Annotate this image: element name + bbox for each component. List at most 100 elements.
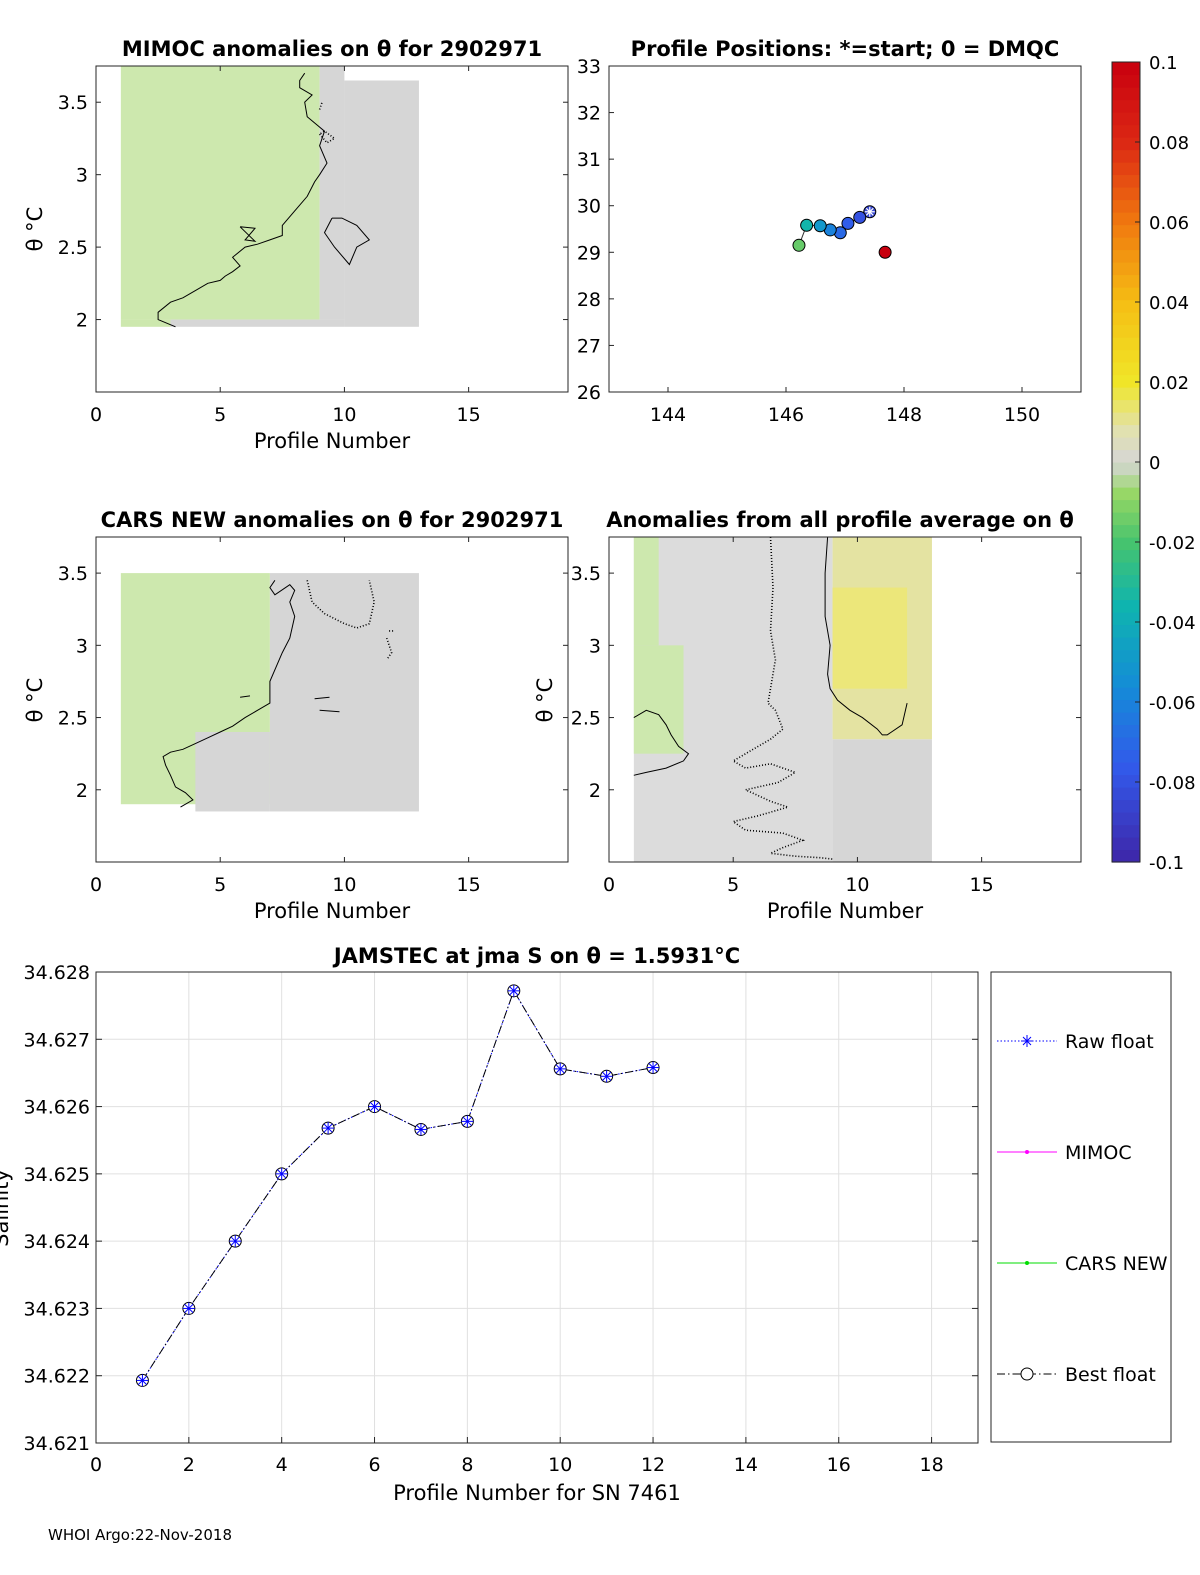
colorbar-tick-label: -0.04 bbox=[1149, 613, 1196, 634]
colorbar-strip bbox=[1112, 487, 1140, 501]
mimoc-heatmap bbox=[120, 66, 419, 327]
colorbar-strip bbox=[1112, 449, 1140, 463]
colorbar-strip bbox=[1112, 387, 1140, 401]
cars-x-ticks: 0 5 10 15 bbox=[90, 537, 481, 896]
position-point-2 bbox=[841, 216, 855, 230]
cars-xtick-label: 0 bbox=[90, 874, 102, 896]
positions-x-ticks: 144 146 148 150 bbox=[650, 387, 1040, 426]
colorbar-strip bbox=[1112, 662, 1140, 676]
jamstec-grid bbox=[95, 971, 978, 1444]
position-point-1 bbox=[853, 210, 867, 224]
legend-raw-label: Raw float bbox=[1065, 1031, 1154, 1053]
colorbar-strip bbox=[1112, 499, 1140, 513]
raw-float-point-2 bbox=[182, 1302, 195, 1315]
all-ytick-label: 3 bbox=[589, 635, 601, 657]
colorbar-strip bbox=[1112, 824, 1140, 838]
position-point-6 bbox=[800, 218, 814, 232]
colorbar-strip bbox=[1112, 324, 1140, 338]
colorbar-strip bbox=[1112, 674, 1140, 688]
footer-credit: WHOI Argo:22-Nov-2018 bbox=[48, 1526, 232, 1544]
positions-xtick-label: 144 bbox=[650, 404, 686, 426]
raw-float-point-7 bbox=[414, 1123, 427, 1136]
positions-ytick-label: 30 bbox=[577, 196, 601, 218]
mimoc-cell-region-3 bbox=[344, 80, 419, 327]
colorbar-strip bbox=[1112, 574, 1140, 588]
jamstec-ytick-label: 34.628 bbox=[24, 962, 90, 984]
mimoc-ylabel: θ °C bbox=[23, 207, 47, 252]
all-xtick-label: 0 bbox=[603, 874, 615, 896]
cars-panel: CARS NEW anomalies on θ for 2902971 0 5 10… bbox=[23, 508, 569, 923]
raw-float-point-3 bbox=[229, 1235, 242, 1248]
legend-best-marker bbox=[1020, 1367, 1034, 1381]
raw-float-point-8 bbox=[461, 1115, 474, 1128]
all-ytick-label: 3.5 bbox=[571, 563, 601, 585]
positions-ytick-label: 33 bbox=[577, 56, 601, 78]
jamstec-y-ticks: 34.621 34.622 34.623 34.624 34.625 34.626 34.6… bbox=[24, 962, 978, 1455]
cars-contours bbox=[162, 580, 395, 808]
all-contour-2 bbox=[731, 537, 833, 860]
all-ytick-label: 2.5 bbox=[571, 708, 601, 730]
colorbar-strip bbox=[1112, 712, 1140, 726]
raw-float-point-12 bbox=[647, 1061, 660, 1074]
mimoc-ytick-label: 3.5 bbox=[58, 92, 88, 114]
colorbar-tick-label: -0.08 bbox=[1149, 773, 1196, 794]
colorbar-strip bbox=[1112, 649, 1140, 663]
colorbar-strip bbox=[1112, 812, 1140, 826]
all-profile-title: Anomalies from all profile average on θ bbox=[606, 508, 1074, 532]
mimoc-contour-4 bbox=[318, 101, 323, 110]
position-point-8 bbox=[878, 245, 892, 259]
legend-cars-marker bbox=[1025, 1261, 1029, 1265]
cars-contour-3 bbox=[319, 709, 340, 713]
cars-axes-box bbox=[95, 536, 569, 863]
jamstec-ytick-label: 34.624 bbox=[24, 1231, 90, 1253]
raw-float-point-6 bbox=[368, 1100, 381, 1113]
colorbar-strip bbox=[1112, 462, 1140, 476]
positions-ytick-label: 26 bbox=[577, 382, 601, 404]
positions-axes-box bbox=[608, 65, 1082, 393]
colorbar-strip bbox=[1112, 587, 1140, 601]
all-profile-xlabel: Profile Number bbox=[767, 899, 924, 923]
raw-float-point-5 bbox=[322, 1122, 335, 1135]
cars-contour-4 bbox=[240, 695, 251, 698]
series-raw-float-line bbox=[141, 989, 654, 1381]
colorbar-tick-label: 0.04 bbox=[1149, 293, 1189, 314]
positions-ytick-label: 31 bbox=[577, 149, 601, 171]
jamstec-ylabel: Salinity bbox=[0, 1169, 13, 1247]
mimoc-x-ticks: 0 5 10 15 bbox=[90, 66, 481, 426]
colorbar-strip bbox=[1112, 612, 1140, 626]
mimoc-y-ticks: 2 2.5 3 3.5 bbox=[58, 92, 568, 332]
colorbar-strip bbox=[1112, 362, 1140, 376]
colorbar-strip bbox=[1112, 624, 1140, 638]
mimoc-cell-region-0 bbox=[120, 66, 320, 320]
jamstec-ytick-label: 34.626 bbox=[24, 1097, 90, 1119]
colorbar-strip bbox=[1112, 249, 1140, 263]
all-profile-y-ticks: 2 2.5 3 3.5 bbox=[571, 563, 1081, 802]
colorbar-strip bbox=[1112, 374, 1140, 388]
cars-ytick-label: 2 bbox=[76, 780, 88, 802]
colorbar-tick-label: 0.1 bbox=[1149, 53, 1178, 74]
jamstec-legend: Raw float MIMOC CARS NEW Best float bbox=[990, 971, 1172, 1443]
colorbar-strip bbox=[1112, 299, 1140, 313]
jamstec-xtick-label: 16 bbox=[827, 1454, 851, 1476]
colorbar-strip bbox=[1112, 549, 1140, 563]
cars-ytick-label: 3 bbox=[76, 635, 88, 657]
jamstec-xtick-label: 6 bbox=[368, 1454, 380, 1476]
colorbar-strip bbox=[1112, 149, 1140, 163]
colorbar-tick-label: 0.08 bbox=[1149, 133, 1189, 154]
cars-cell-region-1 bbox=[269, 573, 419, 812]
legend-mimoc-marker bbox=[1025, 1150, 1029, 1154]
legend-cars: CARS NEW bbox=[997, 1253, 1168, 1275]
colorbar-strip bbox=[1112, 74, 1140, 88]
colorbar-strip bbox=[1112, 112, 1140, 126]
mimoc-title: MIMOC anomalies on θ for 2902971 bbox=[122, 37, 542, 61]
colorbar-strip bbox=[1112, 124, 1140, 138]
jamstec-xtick-label: 10 bbox=[548, 1454, 572, 1476]
colorbar-strip bbox=[1112, 87, 1140, 101]
positions-xtick-label: 146 bbox=[768, 404, 804, 426]
colorbar-strip bbox=[1112, 199, 1140, 213]
cars-xtick-label: 15 bbox=[457, 874, 481, 896]
cars-contour-2 bbox=[314, 696, 330, 700]
all-profile-contours bbox=[633, 537, 908, 860]
all-profile-heatmap bbox=[633, 537, 932, 862]
